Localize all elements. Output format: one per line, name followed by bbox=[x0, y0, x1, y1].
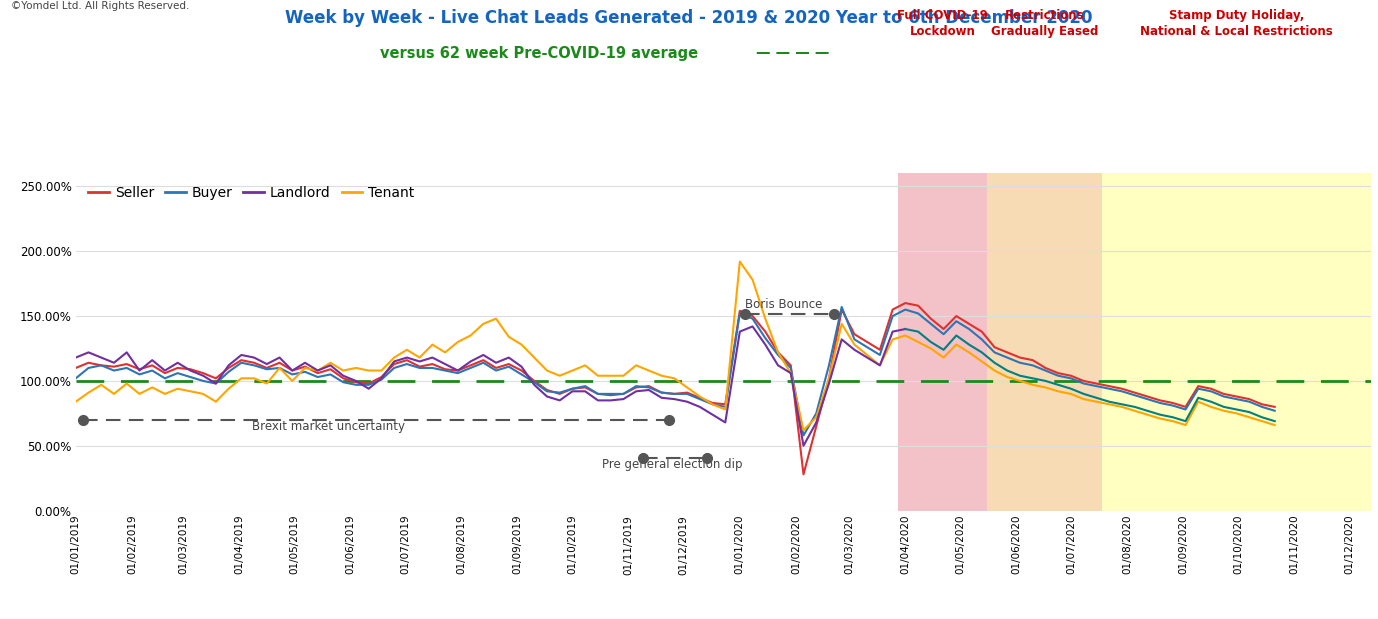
Bar bbox=[898, 173, 987, 511]
Text: versus 62 week Pre-COVID-19 average: versus 62 week Pre-COVID-19 average bbox=[380, 46, 708, 61]
Bar bbox=[987, 173, 1102, 511]
Text: Week by Week - Live Chat Leads Generated - 2019 & 2020 Year to 6th December 2020: Week by Week - Live Chat Leads Generated… bbox=[285, 9, 1093, 27]
Text: Stamp Duty Holiday,
National & Local Restrictions: Stamp Duty Holiday, National & Local Res… bbox=[1140, 9, 1333, 38]
Text: Pre general election dip: Pre general election dip bbox=[602, 458, 743, 471]
Text: — — — —: — — — — bbox=[755, 45, 830, 60]
Legend: Seller, Buyer, Landlord, Tenant: Seller, Buyer, Landlord, Tenant bbox=[83, 180, 420, 206]
Text: Brexit market uncertainty: Brexit market uncertainty bbox=[252, 420, 405, 433]
Text: ©Yomdel Ltd. All Rights Reserved.: ©Yomdel Ltd. All Rights Reserved. bbox=[11, 1, 189, 11]
Text: Restrictions
Gradually Eased: Restrictions Gradually Eased bbox=[991, 9, 1098, 38]
Bar bbox=[1102, 173, 1371, 511]
Text: Full COVID-19
Lockdown: Full COVID-19 Lockdown bbox=[897, 9, 988, 38]
Text: Boris Bounce: Boris Bounce bbox=[745, 298, 823, 311]
